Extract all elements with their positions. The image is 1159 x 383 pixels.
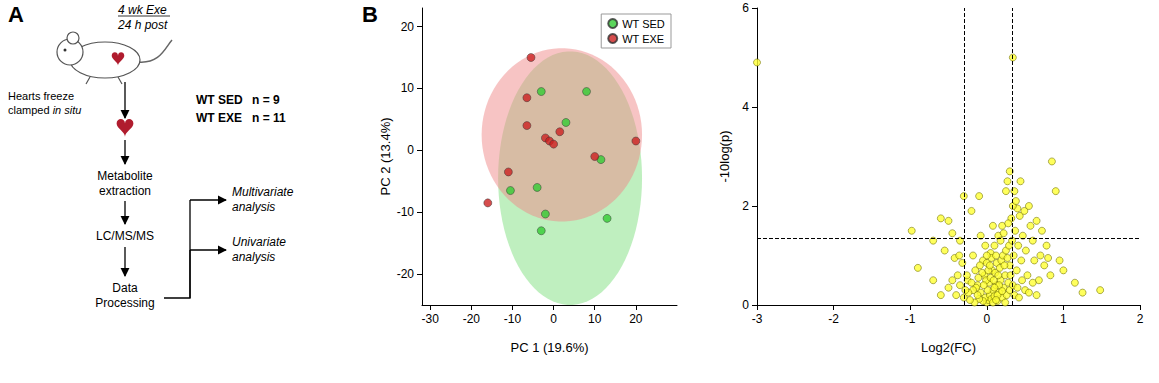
svg-text:-3: -3 bbox=[752, 312, 763, 326]
svg-text:WT SED: WT SED bbox=[196, 93, 243, 107]
svg-text:4 wk Exe: 4 wk Exe bbox=[118, 3, 167, 17]
svg-text:10: 10 bbox=[401, 81, 415, 95]
svg-text:0: 0 bbox=[983, 312, 990, 326]
svg-text:-20: -20 bbox=[463, 312, 481, 326]
svg-text:extraction: extraction bbox=[99, 184, 151, 198]
svg-text:WT EXE: WT EXE bbox=[196, 111, 242, 125]
svg-text:Log2(FC): Log2(FC) bbox=[921, 340, 976, 355]
html-text:B: B bbox=[362, 2, 378, 27]
svg-text:-20: -20 bbox=[397, 267, 415, 281]
svg-text:6: 6 bbox=[742, 1, 749, 15]
svg-text:2: 2 bbox=[1137, 312, 1144, 326]
svg-text:Univariate: Univariate bbox=[232, 235, 286, 249]
svg-text:n = 11: n = 11 bbox=[252, 111, 286, 125]
svg-text:0: 0 bbox=[550, 312, 557, 326]
svg-text:analysis: analysis bbox=[232, 200, 275, 214]
svg-text:analysis: analysis bbox=[232, 250, 275, 264]
svg-text:1: 1 bbox=[1060, 312, 1067, 326]
svg-text:clamped in situ: clamped in situ bbox=[8, 104, 81, 116]
html-text:A: A bbox=[8, 2, 24, 27]
svg-text:Hearts freeze: Hearts freeze bbox=[8, 90, 74, 102]
svg-text:PC 1 (19.6%): PC 1 (19.6%) bbox=[510, 340, 588, 355]
svg-text:-2: -2 bbox=[828, 312, 839, 326]
svg-text:0: 0 bbox=[407, 143, 414, 157]
svg-text:2: 2 bbox=[742, 199, 749, 213]
svg-text:0: 0 bbox=[742, 298, 749, 312]
svg-text:Multivariate: Multivariate bbox=[232, 185, 294, 199]
svg-text:n = 9: n = 9 bbox=[252, 93, 280, 107]
svg-text:20: 20 bbox=[401, 20, 415, 34]
svg-text:LC/MS/MS: LC/MS/MS bbox=[96, 229, 154, 243]
svg-text:-10: -10 bbox=[397, 205, 415, 219]
svg-text:WT SED: WT SED bbox=[622, 18, 665, 30]
svg-text:Processing: Processing bbox=[95, 296, 154, 310]
svg-text:24 h post: 24 h post bbox=[117, 18, 168, 32]
svg-text:20: 20 bbox=[629, 312, 643, 326]
svg-text:-1: -1 bbox=[905, 312, 916, 326]
svg-text:WT EXE: WT EXE bbox=[622, 33, 664, 45]
svg-text:-10log(p): -10log(p) bbox=[717, 130, 732, 182]
svg-text:-30: -30 bbox=[422, 312, 440, 326]
svg-text:PC 2 (13.4%): PC 2 (13.4%) bbox=[378, 117, 393, 195]
svg-text:Data: Data bbox=[112, 281, 138, 295]
svg-text:Metabolite: Metabolite bbox=[97, 169, 153, 183]
svg-text:4: 4 bbox=[742, 100, 749, 114]
svg-text:-10: -10 bbox=[504, 312, 522, 326]
svg-text:10: 10 bbox=[588, 312, 602, 326]
